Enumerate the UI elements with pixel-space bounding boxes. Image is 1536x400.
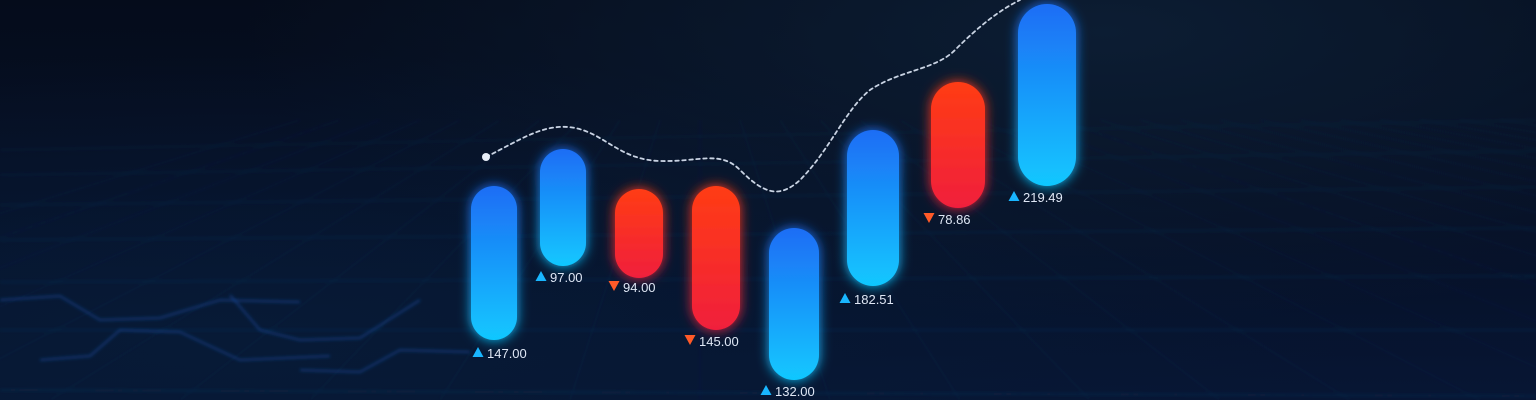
- bar-up: [769, 228, 819, 380]
- grid-column-line: [1019, 119, 1536, 322]
- bar-up: [1018, 4, 1076, 186]
- grid-column-line: [179, 119, 541, 400]
- perspective-grid: [0, 119, 1536, 400]
- bar-value-label: 147.00: [487, 346, 527, 361]
- grid-column-line: [1259, 119, 1536, 182]
- down-triangle-icon: [608, 281, 620, 291]
- bar-value-label: 97.00: [550, 270, 583, 285]
- bar-value-label: 78.86: [938, 212, 971, 227]
- grid-column-line: [1299, 119, 1536, 170]
- up-triangle-icon: [535, 271, 547, 281]
- bar-value-label: 132.00: [775, 384, 815, 399]
- grid-row-line: [0, 227, 1536, 241]
- grid-row-line: [0, 119, 1536, 151]
- grid-column-line: [569, 119, 661, 400]
- value-labels: 147.00 97.00 94.00 145.00 132.00 182.51 78.86 2…: [472, 190, 1063, 399]
- up-triangle-icon: [760, 385, 772, 395]
- grid-row-line: [0, 186, 1536, 206]
- bar-down: [931, 82, 985, 208]
- up-triangle-icon: [472, 347, 484, 357]
- bar-value-label: 94.00: [623, 280, 656, 295]
- grid-column-line: [0, 119, 461, 360]
- circuit-trace: [299, 348, 471, 374]
- bar-down: [692, 186, 740, 330]
- grid-column-line: [1099, 119, 1536, 257]
- grid-column-line: [0, 119, 421, 308]
- grid-column-line: [439, 119, 621, 400]
- circuit-trace: [229, 294, 421, 342]
- down-triangle-icon: [684, 335, 696, 345]
- grid-column-line: [1419, 119, 1536, 141]
- grid-column-line: [859, 119, 1221, 400]
- grid-column-line: [49, 119, 501, 400]
- grid-column-line: [1379, 119, 1536, 150]
- grid-column-line: [1139, 119, 1536, 233]
- grid-column-line: [1179, 119, 1536, 213]
- bar-value-label: 182.51: [854, 292, 894, 307]
- grid-column-line: [0, 119, 301, 214]
- grid-column-line: [1059, 119, 1536, 286]
- bar-value-label: 219.49: [1023, 190, 1063, 205]
- grid-column-line: [309, 119, 581, 400]
- trend-line: [485, 0, 1021, 193]
- grid-column-line: [1459, 119, 1536, 134]
- bar-up: [540, 149, 586, 266]
- bar-up: [471, 186, 517, 340]
- bar-value-label: 145.00: [699, 334, 739, 349]
- circuit-trace: [0, 294, 301, 322]
- grid-column-line: [0, 119, 341, 239]
- circuit-trace: [39, 328, 331, 362]
- grid-column-line: [1339, 119, 1536, 159]
- grid-column-line: [0, 119, 381, 269]
- grid-row-line: [0, 150, 1536, 176]
- grid-row-line: [0, 275, 1536, 283]
- up-triangle-icon: [839, 293, 851, 303]
- grid-column-line: [1219, 119, 1536, 197]
- up-triangle-icon: [1008, 191, 1020, 201]
- down-triangle-icon: [923, 213, 935, 223]
- bars: [471, 4, 1076, 380]
- circuit-decoration: [0, 294, 471, 374]
- grid-column-line: [979, 119, 1536, 368]
- bar-down: [615, 189, 663, 278]
- trend-start-dot: [482, 153, 490, 161]
- bar-up: [847, 130, 899, 286]
